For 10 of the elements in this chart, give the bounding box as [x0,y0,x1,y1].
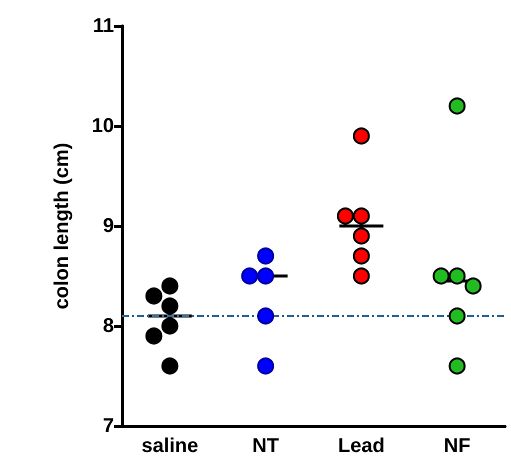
y-tick-label: 8 [102,315,114,337]
x-tick-label: NT [252,435,279,457]
y-tick-label: 7 [102,415,114,437]
y-tick-label: 10 [92,115,114,137]
y-axis-title: colon length (cm) [51,142,73,310]
y-tick-label: 11 [92,15,114,37]
x-tick-label: Lead [338,435,385,457]
x-tick-label: saline [142,435,198,457]
x-tick-label: NF [444,435,470,457]
y-tick-label: 9 [102,215,114,237]
